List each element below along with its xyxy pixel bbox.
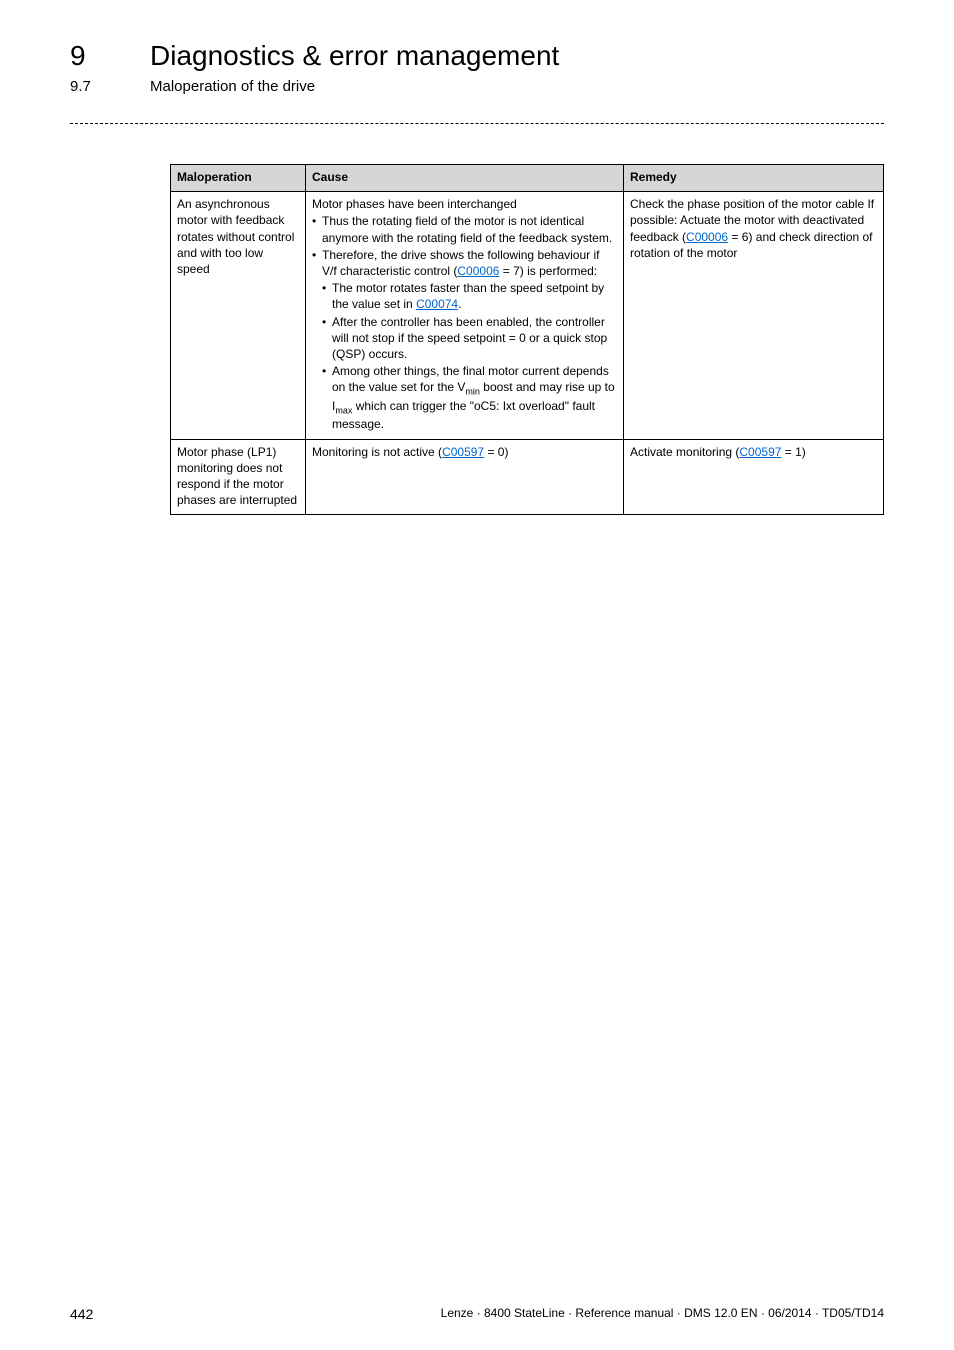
table-header-maloperation: Maloperation bbox=[171, 165, 306, 192]
cell-remedy: Activate monitoring (C00597 = 1) bbox=[624, 439, 884, 515]
remedy-text: = 1) bbox=[781, 445, 805, 459]
cause-sub-bullet: Among other things, the final motor curr… bbox=[322, 363, 617, 432]
cell-cause: Motor phases have been interchanged Thus… bbox=[306, 192, 624, 439]
cause-sub-bullet: After the controller has been enabled, t… bbox=[322, 314, 617, 363]
cell-maloperation: An asynchronous motor with feedback rota… bbox=[171, 192, 306, 439]
cause-sub-bullet: The motor rotates faster than the speed … bbox=[322, 280, 617, 312]
chapter-title: Diagnostics & error management bbox=[150, 40, 559, 72]
separator bbox=[70, 123, 884, 124]
cause-intro: Motor phases have been interchanged bbox=[312, 197, 517, 211]
page-number: 442 bbox=[70, 1306, 93, 1322]
cause-bullet: Therefore, the drive shows the following… bbox=[312, 247, 617, 433]
page-footer: 442 Lenze · 8400 StateLine · Reference m… bbox=[70, 1306, 884, 1322]
doc-info: Lenze · 8400 StateLine · Reference manua… bbox=[441, 1306, 884, 1322]
table-header-cause: Cause bbox=[306, 165, 624, 192]
param-link[interactable]: C00006 bbox=[457, 264, 499, 278]
param-link[interactable]: C00597 bbox=[739, 445, 781, 459]
param-link[interactable]: C00006 bbox=[686, 230, 728, 244]
section-number: 9.7 bbox=[70, 78, 110, 95]
cell-maloperation: Motor phase (LP1) monitoring does not re… bbox=[171, 439, 306, 515]
cell-remedy: Check the phase position of the motor ca… bbox=[624, 192, 884, 439]
cause-bullet: Thus the rotating field of the motor is … bbox=[312, 213, 617, 245]
chapter-number: 9 bbox=[70, 40, 110, 72]
cause-text: Monitoring is not active ( bbox=[312, 445, 442, 459]
cause-text: = 7) is performed: bbox=[499, 264, 597, 278]
cell-cause: Monitoring is not active (C00597 = 0) bbox=[306, 439, 624, 515]
cause-text: = 0) bbox=[484, 445, 508, 459]
table-header-remedy: Remedy bbox=[624, 165, 884, 192]
diagnostics-table: Maloperation Cause Remedy An asynchronou… bbox=[170, 164, 884, 515]
table-row: An asynchronous motor with feedback rota… bbox=[171, 192, 884, 439]
section-title: Maloperation of the drive bbox=[150, 78, 315, 95]
subscript: min bbox=[465, 387, 480, 397]
cause-text: The motor rotates faster than the speed … bbox=[332, 281, 604, 311]
cause-text: which can trigger the "oC5: Ixt overload… bbox=[332, 399, 595, 432]
cause-text: . bbox=[458, 297, 461, 311]
param-link[interactable]: C00597 bbox=[442, 445, 484, 459]
param-link[interactable]: C00074 bbox=[416, 297, 458, 311]
subscript: max bbox=[335, 405, 352, 415]
remedy-text: Activate monitoring ( bbox=[630, 445, 739, 459]
table-row: Motor phase (LP1) monitoring does not re… bbox=[171, 439, 884, 515]
